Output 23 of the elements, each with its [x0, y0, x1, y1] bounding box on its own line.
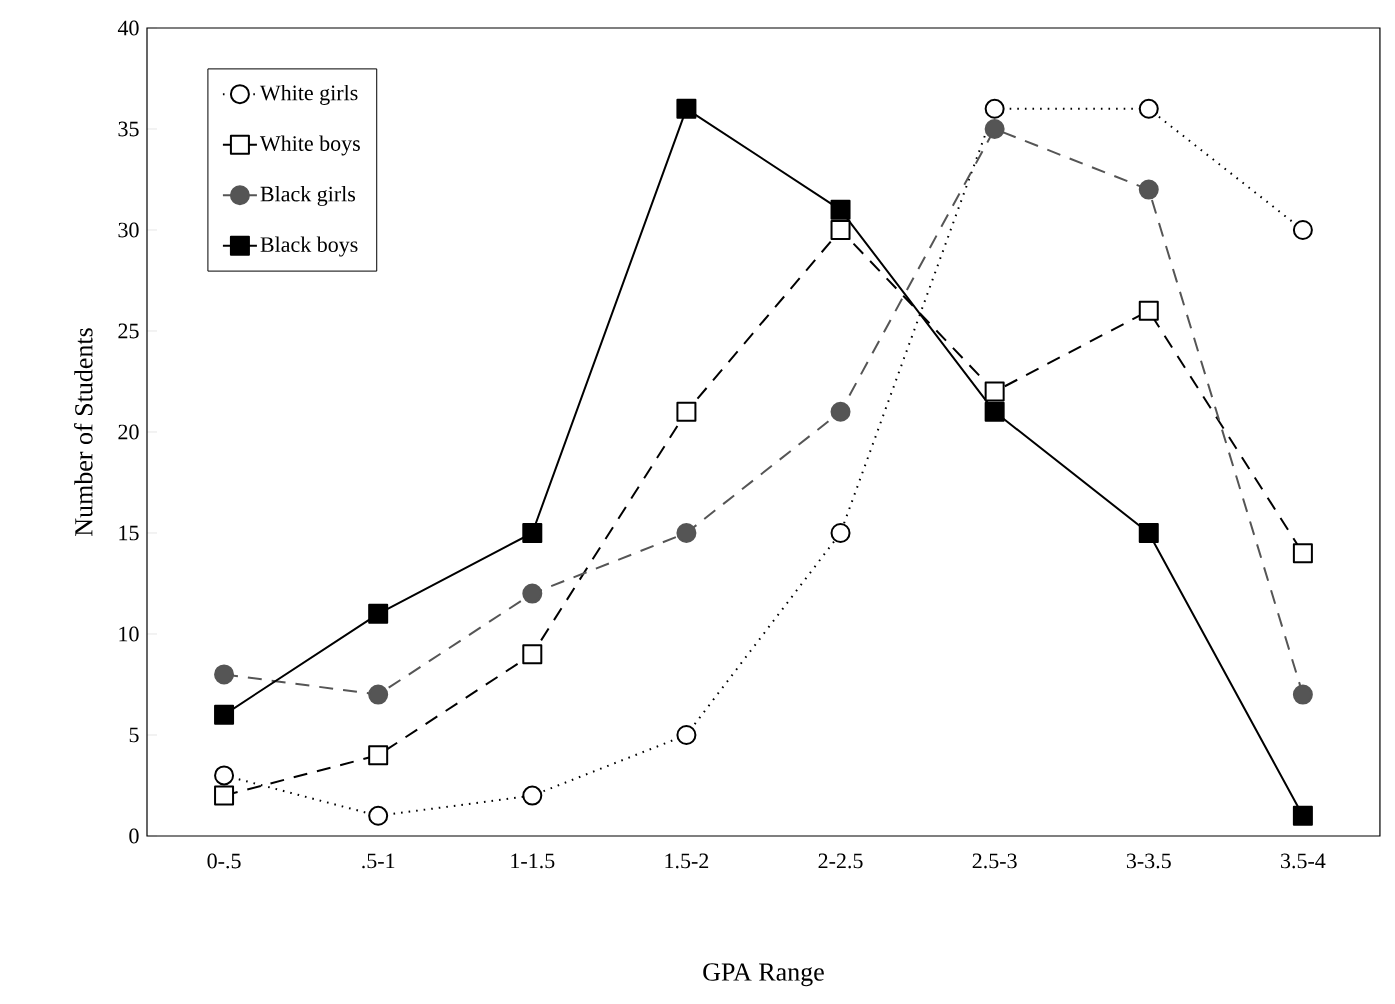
x-tick-label: 1.5-2 — [665, 853, 709, 869]
legend-label: Black girls — [260, 185, 356, 206]
x-tick-label: 0-.5 — [207, 853, 241, 869]
x-tick-label: .5-1 — [362, 853, 395, 869]
x-tick-label: 2-2.5 — [818, 853, 863, 869]
y-tick-label: 40 — [117, 20, 139, 36]
y-tick-label: 20 — [118, 424, 139, 440]
x-tick-label: 3-3.5 — [1126, 853, 1171, 869]
legend-label: Black boys — [260, 236, 358, 257]
y-tick-label: 10 — [119, 626, 139, 642]
y-tick-label: 0 — [129, 828, 139, 844]
x-tick-label: 3.5-4 — [1281, 853, 1326, 869]
y-axis-title: Number of Students — [74, 328, 93, 536]
x-axis-title: GPA Range — [703, 963, 824, 987]
y-tick-label: 35 — [118, 121, 139, 137]
x-tick-label: 2.5-3 — [972, 853, 1017, 869]
y-tick-label: 25 — [118, 323, 139, 339]
y-tick-label: 15 — [119, 525, 139, 541]
legend-label: White boys — [259, 135, 360, 156]
legend-label: White girls — [259, 84, 358, 105]
x-tick-label: 1-1.5 — [511, 853, 555, 869]
y-tick-label: 5 — [129, 727, 139, 743]
y-tick-label: 30 — [118, 222, 139, 238]
